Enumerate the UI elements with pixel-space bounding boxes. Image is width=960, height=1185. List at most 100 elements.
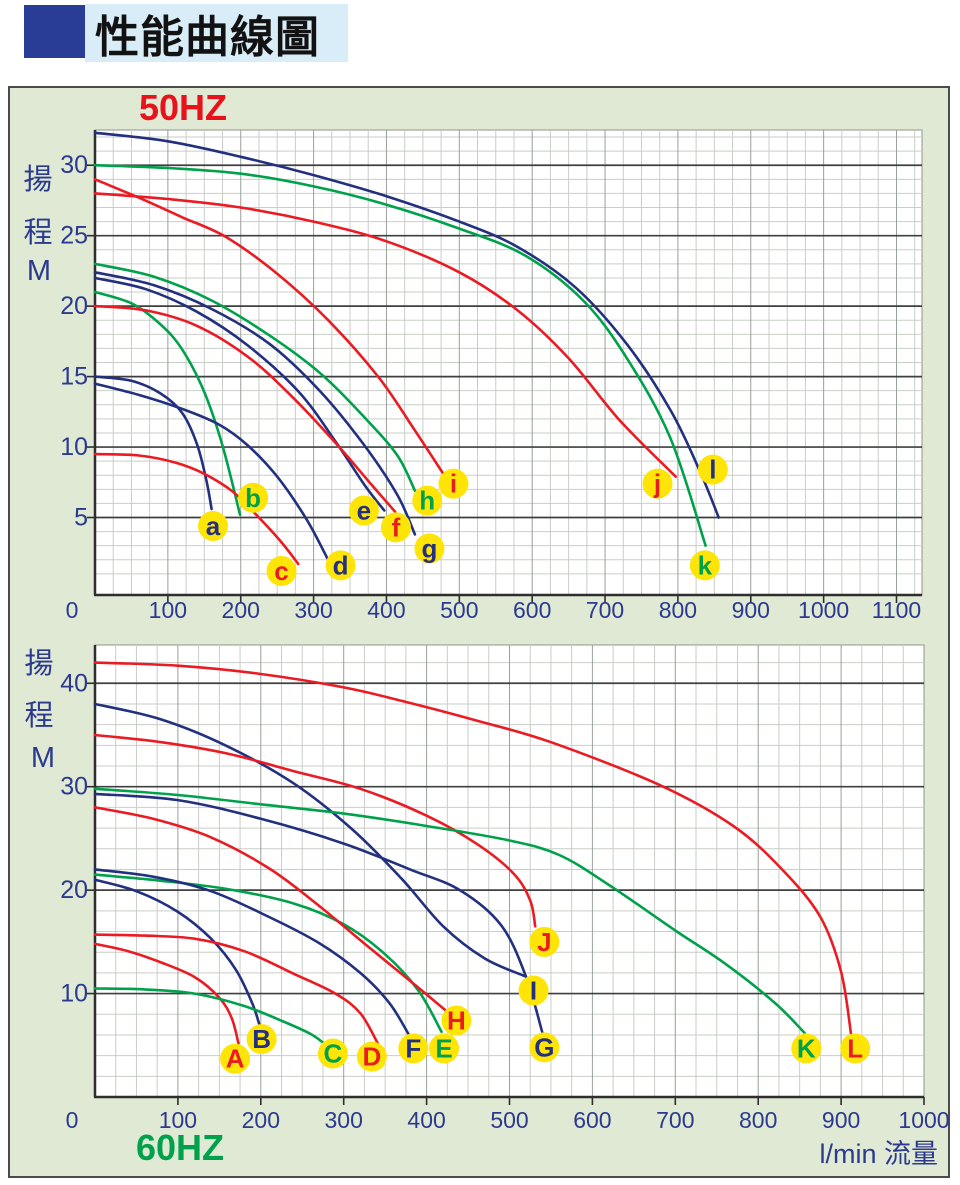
curve-H-60hz bbox=[93, 806, 448, 1013]
y-tick-50hz-10: 10 bbox=[60, 433, 88, 461]
curve-badge-a bbox=[198, 510, 229, 541]
curve-letter-I: I bbox=[530, 975, 537, 1005]
curve-badge-F bbox=[398, 1033, 429, 1064]
curve-badge-g bbox=[414, 533, 445, 564]
curve-badge-K bbox=[791, 1033, 822, 1064]
x-tick-60hz-700: 700 bbox=[656, 1107, 694, 1133]
curve-badge-d bbox=[325, 550, 356, 581]
curve-badge-c bbox=[266, 556, 297, 587]
curve-j-50hz bbox=[93, 192, 677, 478]
curve-badge-D bbox=[356, 1041, 387, 1072]
curve-letter-g: g bbox=[421, 534, 437, 564]
x-tick-60hz-400: 400 bbox=[407, 1107, 445, 1133]
x-tick-60hz-0: 0 bbox=[66, 1107, 79, 1133]
x-tick-60hz-800: 800 bbox=[739, 1107, 777, 1133]
performance-curves-svg: 0 100 200 300 400 500 600 700 800 900 1000 11005101… bbox=[23, 88, 950, 1169]
y-tick-60hz-10: 10 bbox=[60, 980, 88, 1008]
y-tick-60hz-40: 40 bbox=[60, 669, 88, 697]
curves-60hz bbox=[93, 661, 853, 1045]
curve-badge-f bbox=[380, 512, 411, 543]
x-tick-60hz-500: 500 bbox=[490, 1107, 528, 1133]
x-tick-50hz-1000: 1000 bbox=[798, 597, 849, 623]
curve-letter-H: H bbox=[447, 1005, 466, 1035]
curve-C-60hz bbox=[93, 987, 326, 1045]
y-axis-title-char-60hz-1: 程 bbox=[24, 700, 53, 732]
curve-letter-L: L bbox=[847, 1033, 863, 1063]
x-tick-50hz-400: 400 bbox=[367, 597, 405, 623]
curve-badge-k bbox=[689, 550, 720, 581]
curve-A-60hz bbox=[93, 942, 240, 1045]
chart-60hz: 0 100 200 300 400 500 600 700 800 900 1000 10 20 30 40… bbox=[24, 644, 950, 1169]
curve-h-50hz bbox=[93, 262, 417, 492]
curve-G-60hz bbox=[93, 792, 544, 1036]
curve-b-50hz bbox=[93, 290, 242, 516]
title-banner: 性能曲線圖 bbox=[85, 4, 348, 62]
curve-letter-E: E bbox=[435, 1033, 452, 1063]
curve-badge-H bbox=[441, 1005, 472, 1036]
curve-badge-i bbox=[438, 468, 469, 499]
y-tick-50hz-30: 30 bbox=[60, 151, 88, 179]
curves-50hz bbox=[93, 131, 720, 566]
x-tick-60hz-200: 200 bbox=[242, 1107, 280, 1133]
curve-letter-A: A bbox=[226, 1044, 245, 1074]
curve-D-60hz bbox=[93, 933, 379, 1045]
curve-badge-C bbox=[317, 1038, 348, 1069]
curve-letter-K: K bbox=[797, 1033, 816, 1063]
curve-letter-c: c bbox=[274, 556, 288, 586]
curve-badge-E bbox=[429, 1033, 460, 1064]
curve-letter-i: i bbox=[450, 469, 457, 499]
x-tick-50hz-800: 800 bbox=[659, 597, 697, 623]
x-tick-50hz-700: 700 bbox=[586, 597, 624, 623]
x-tick-60hz-900: 900 bbox=[822, 1107, 860, 1133]
curve-labels-60hz: AB C D EF G H IJ K L bbox=[220, 926, 871, 1074]
x-tick-50hz-900: 900 bbox=[732, 597, 770, 623]
curve-L-60hz bbox=[93, 661, 853, 1036]
y-tick-50hz-15: 15 bbox=[60, 363, 88, 391]
y-tick-labels-60hz: 10 20 30 40 bbox=[60, 669, 95, 1008]
chart-panel: 0 100 200 300 400 500 600 700 800 900 1000 1100 5 10 1… bbox=[8, 86, 950, 1178]
curve-B-60hz bbox=[93, 878, 262, 1028]
curve-i-50hz bbox=[93, 178, 445, 476]
curve-d-50hz bbox=[93, 382, 329, 560]
curve-letter-d: d bbox=[333, 550, 349, 580]
y-axis-title-char-50hz-0: 揚 bbox=[23, 163, 52, 196]
freq-label-50hz: 50HZ bbox=[139, 88, 227, 128]
curve-letter-G: G bbox=[534, 1032, 554, 1062]
x-tick-labels-60hz: 0 100 200 300 400 500 600 700 800 900 1000 bbox=[66, 1097, 950, 1133]
x-tick-50hz-300: 300 bbox=[294, 597, 332, 623]
x-tick-60hz-1000: 1000 bbox=[898, 1107, 949, 1133]
curve-badge-e bbox=[348, 495, 379, 526]
curve-letter-e: e bbox=[357, 495, 371, 525]
curve-badge-B bbox=[246, 1024, 277, 1055]
curve-c-50hz bbox=[93, 452, 300, 566]
curve-letter-D: D bbox=[362, 1042, 381, 1072]
curve-F-60hz bbox=[93, 868, 410, 1036]
chart-50hz: 0 100 200 300 400 500 600 700 800 900 1000 1100 5 10 1… bbox=[23, 88, 923, 623]
curve-badge-j bbox=[642, 468, 673, 499]
gridlines-60hz bbox=[95, 645, 924, 1097]
curve-g-50hz bbox=[93, 271, 417, 536]
curve-letter-f: f bbox=[392, 512, 401, 542]
curve-letter-J: J bbox=[537, 927, 551, 957]
y-axis-title-char-60hz-0: 揚 bbox=[24, 647, 53, 680]
curve-l-50hz bbox=[93, 131, 720, 519]
x-tick-60hz-100: 100 bbox=[159, 1107, 197, 1133]
curve-k-50hz bbox=[93, 163, 707, 547]
curve-badge-I bbox=[518, 975, 549, 1006]
curve-badge-b bbox=[238, 482, 269, 513]
x-tick-50hz-200: 200 bbox=[222, 597, 260, 623]
y-tick-50hz-25: 25 bbox=[60, 222, 88, 250]
x-tick-50hz-100: 100 bbox=[149, 597, 187, 623]
x-tick-50hz-600: 600 bbox=[513, 597, 551, 623]
x-tick-50hz-0: 0 bbox=[66, 597, 79, 623]
x-tick-labels-50hz: 0 100 200 300 400 500 600 700 800 900 1000 1100 bbox=[66, 595, 921, 623]
curve-letter-k: k bbox=[698, 550, 713, 580]
x-tick-60hz-600: 600 bbox=[573, 1107, 611, 1133]
x-axis-unit-label: l/min 流量 bbox=[819, 1139, 938, 1169]
curve-letter-h: h bbox=[419, 486, 435, 516]
freq-label-60hz: 60HZ bbox=[136, 1127, 224, 1168]
curve-badge-l bbox=[697, 454, 728, 485]
x-tick-60hz-300: 300 bbox=[325, 1107, 363, 1133]
